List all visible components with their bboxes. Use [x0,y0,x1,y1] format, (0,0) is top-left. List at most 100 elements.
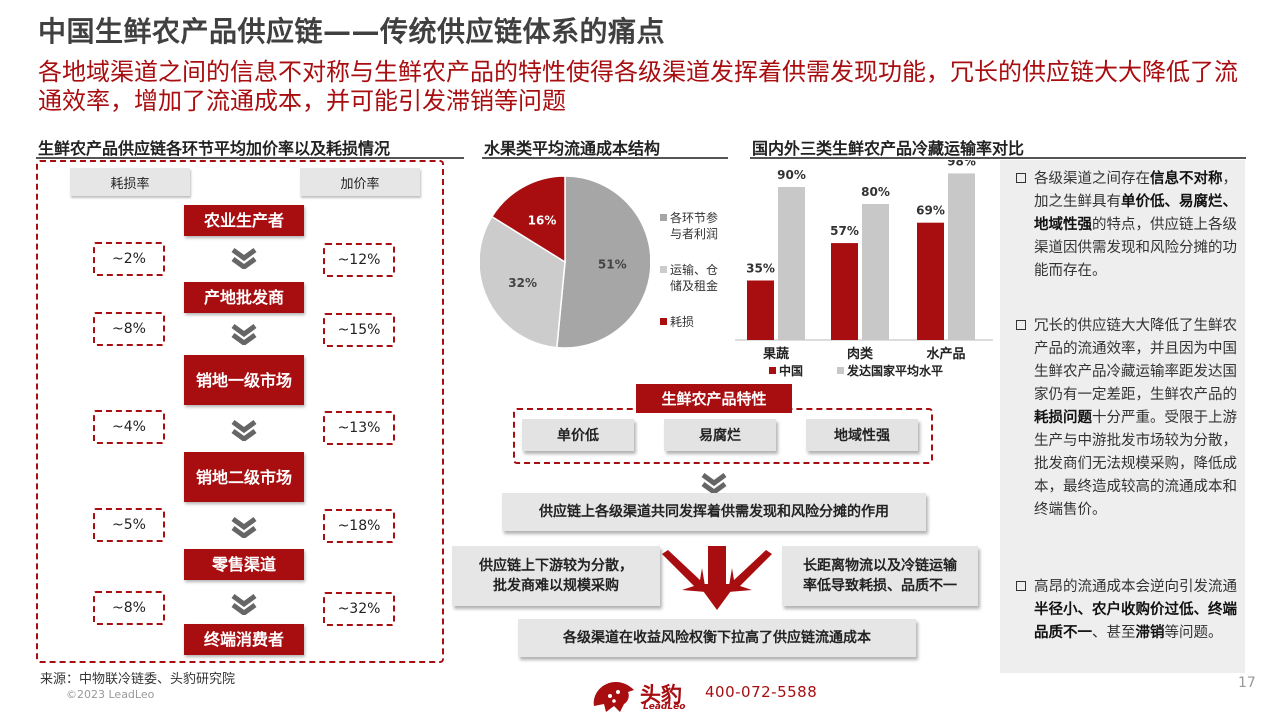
loss-rate-value: ~5% [93,508,165,542]
right-cause-box: 长距离物流以及冷链运输 率低导致耗损、品质不一 [782,546,978,606]
loss-rate-value: ~8% [93,591,165,625]
category-label: 果蔬 [762,346,789,362]
legend-label: 各环节参 [670,211,719,225]
trait-regional: 地域性强 [806,419,918,451]
cause-line: 供应链上下游较为分散， [479,558,633,574]
bar-data-label: 69% [916,204,945,218]
markup-rate-value: ~13% [323,411,395,445]
supply-chain-flow-frame [36,160,444,663]
legend-swatch [769,367,776,374]
stage-retail-channel: 零售渠道 [184,549,304,580]
markup-rate-value: ~32% [323,592,395,626]
bar-data-label: 57% [830,224,859,238]
bar [917,222,944,340]
insight-text: 冗长的供应链大大降低了生鲜农产品的流通效率，并且因为中国生鲜农产品冷藏运输率距发… [1034,318,1237,403]
legend-label: 耗损 [670,315,695,329]
loss-rate-value: ~2% [93,242,165,276]
page-title: 中国生鲜农产品供应链——传统供应链体系的痛点 [38,15,666,48]
copyright: ©2023 LeadLeo [66,688,155,701]
brand-name-en: LeadLeo [643,702,686,712]
bar-section-divider [750,157,1246,159]
legend-swatch [660,266,667,273]
markup-rate-value: ~18% [323,509,395,543]
insight-bullet: 高昂的流通成本会逆向引发流通半径小、农户收购价过低、终端品质不一、甚至滞销等问题… [1016,576,1238,645]
legend-label: 储及租金 [670,279,719,293]
pie-section-title: 水果类平均流通成本结构 [484,139,661,158]
bar [862,204,889,340]
insight-emphasis: 滞销 [1135,625,1165,641]
trait-perishable: 易腐烂 [664,419,776,451]
page-subtitle: 各地域渠道之间的信息不对称与生鲜农产品的特性使得各级渠道发挥着供需发现功能，冗长… [38,58,1238,115]
left-cause-box: 供应链上下游较为分散， 批发商难以规模采购 [452,546,660,606]
pie-data-label: 51% [598,257,627,271]
stage-origin-wholesaler: 产地批发商 [184,282,304,313]
legend-label: 发达国家平均水平 [846,363,943,378]
pie-legend-item: 耗损 [660,314,694,330]
leopard-logo-icon [593,682,634,712]
legend-label: 运输、仓 [670,263,719,277]
insight-emphasis: 半径小、农户收购价过低、终端品质不一 [1034,602,1237,641]
insight-text: 各级渠道之间存在 [1034,171,1150,187]
chevron-down-icon [231,247,257,269]
pie-legend-item: 运输、仓 储及租金 [660,262,718,294]
checkbox-bullet-icon [1016,581,1026,591]
chevron-down-icon [701,472,727,494]
insight-text: 十分严重。受限于上游生产与中游批发市场较为分散，批发商们无法规模采购，降低成本，… [1034,410,1237,518]
checkbox-bullet-icon [1016,320,1026,330]
page-number: 17 [1238,675,1256,691]
trait-low-price: 单价低 [522,419,634,451]
stage-primary-market: 销地一级市场 [184,355,304,405]
cause-line: 批发商难以规模采购 [493,578,619,594]
pie-data-label: 16% [528,214,557,228]
cause-line: 长距离物流以及冷链运输 [803,558,957,574]
markup-rate-value: ~15% [323,313,395,347]
left-section-title: 生鲜农产品供应链各环节平均加价率以及耗损情况 [38,139,391,158]
bar-section-title: 国内外三类生鲜农产品冷藏运输率对比 [752,139,1025,158]
insight-text: 的特点，供应链上各级渠道因供需发现和风险分摊的功能而存在。 [1034,217,1237,279]
bar [948,173,975,340]
legend-swatch [837,367,844,374]
legend-label: 中国 [779,363,803,378]
chevron-down-icon [231,419,257,441]
insight-bullet: 各级渠道之间存在信息不对称，加之生鲜具有单价低、易腐烂、地域性强的特点，供应链上… [1016,168,1238,283]
left-section-divider [36,157,464,159]
bar-data-label: 90% [777,168,806,182]
insight-emphasis: 耗损问题 [1034,410,1092,426]
pie-chart: 51% 32% 16% [480,175,650,349]
chevron-down-icon [231,323,257,345]
loss-rate-value: ~8% [93,312,165,346]
bar [747,280,774,340]
phone-number: 400-072-5588 [705,683,818,701]
stage-farmer: 农业生产者 [184,205,304,236]
checkbox-bullet-icon [1016,173,1026,183]
loss-rate-header: 耗损率 [70,168,190,196]
legend-label: 与者利润 [670,227,719,241]
insight-bullet: 冗长的供应链大大降低了生鲜农产品的流通效率，并且因为中国生鲜农产品冷藏运输率距发… [1016,315,1238,522]
bar-data-label: 98% [947,160,976,168]
insight-emphasis: 单价低、易腐烂、地域性强 [1034,194,1237,233]
markup-rate-header: 加价率 [300,168,420,196]
bar-data-label: 80% [861,185,890,199]
insight-emphasis: 信息不对称 [1150,171,1223,187]
insight-text: 、甚至 [1092,625,1136,641]
insight-text: ，加之生鲜具有 [1034,171,1237,210]
brand-name: 头豹 [640,683,682,707]
common-role-box: 供应链上各级渠道共同发挥着供需发现和风险分摊的作用 [502,493,926,531]
pie-section-divider [482,157,728,159]
chevron-down-icon [231,593,257,615]
pie-slice [556,175,650,349]
pie-slice [490,175,566,264]
loss-rate-value: ~4% [93,410,165,444]
cause-line: 率低导致耗损、品质不一 [803,578,957,594]
bar-data-label: 35% [746,262,775,276]
category-label: 水产品 [926,346,965,362]
insight-text: 等问题。 [1164,625,1223,641]
insight-text: 高昂的流通成本会逆向引发流通 [1034,579,1237,595]
source-note: 来源：中物联冷链委、头豹研究院 [40,672,236,687]
pie-data-label: 32% [508,276,537,290]
bar [831,243,858,340]
markup-rate-value: ~12% [323,243,395,277]
bar [778,187,805,340]
stage-secondary-market: 销地二级市场 [184,452,304,502]
